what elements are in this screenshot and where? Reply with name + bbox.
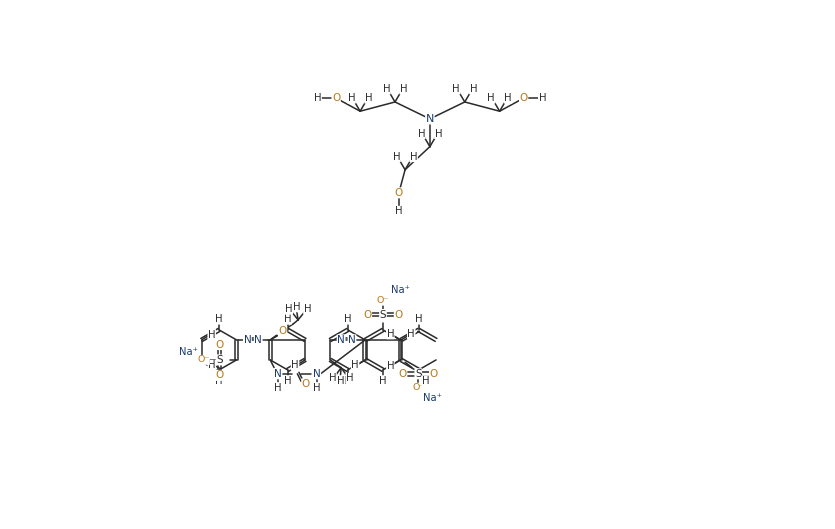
Text: H: H [337,376,344,386]
Text: H: H [400,84,407,94]
Text: O: O [394,309,402,320]
Text: Na⁺: Na⁺ [391,285,409,295]
Text: H: H [285,304,292,314]
Text: N: N [426,114,434,124]
Text: H: H [314,93,321,103]
Text: N: N [255,335,262,345]
Text: O: O [215,370,224,380]
Text: H: H [395,206,402,216]
Text: H: H [365,93,372,103]
Text: O: O [279,326,286,336]
Text: H: H [410,152,418,162]
Text: H: H [407,329,415,339]
Text: H: H [329,373,337,384]
Text: H: H [382,84,390,94]
Text: H: H [348,93,356,103]
Text: H: H [488,93,495,103]
Text: O: O [301,379,310,389]
Text: S: S [216,355,223,365]
Text: H: H [344,376,352,386]
Text: H: H [208,360,215,370]
Text: N: N [274,369,282,379]
Text: Na⁺: Na⁺ [179,347,198,357]
Text: H: H [344,314,352,324]
Text: H: H [293,302,301,312]
Text: O: O [519,93,528,103]
Text: O: O [429,369,438,379]
Text: H: H [504,93,512,103]
Text: H: H [387,329,394,339]
Text: O: O [363,309,372,320]
Text: H: H [469,84,477,94]
Text: O: O [395,188,403,198]
Text: H: H [215,314,223,324]
Text: H: H [284,314,291,324]
Text: H: H [415,314,423,324]
Text: N: N [337,335,345,345]
Text: H: H [291,360,299,370]
Text: H: H [284,376,291,386]
Text: H: H [387,361,394,371]
Text: H: H [392,152,400,162]
Text: H: H [418,129,425,139]
Text: N: N [348,335,356,345]
Text: N: N [244,335,251,345]
Text: N: N [313,369,321,379]
Text: H: H [352,360,359,370]
Text: O: O [398,369,407,379]
Text: H: H [208,330,215,340]
Text: O⁻: O⁻ [197,355,210,364]
Text: H: H [274,382,281,393]
Text: O⁻: O⁻ [377,296,389,305]
Text: S: S [380,309,387,320]
Text: H: H [379,376,387,386]
Text: H: H [422,376,429,386]
Text: H: H [304,304,311,314]
Text: H: H [346,373,353,384]
Text: O: O [332,93,340,103]
Text: H: H [313,382,321,393]
Text: H: H [435,129,443,139]
Text: H: H [539,93,546,103]
Text: H: H [215,376,223,386]
Text: H: H [453,84,460,94]
Text: O⁻: O⁻ [412,383,424,392]
Text: S: S [415,369,422,379]
Text: Na⁺: Na⁺ [423,394,442,404]
Text: O: O [215,340,224,350]
